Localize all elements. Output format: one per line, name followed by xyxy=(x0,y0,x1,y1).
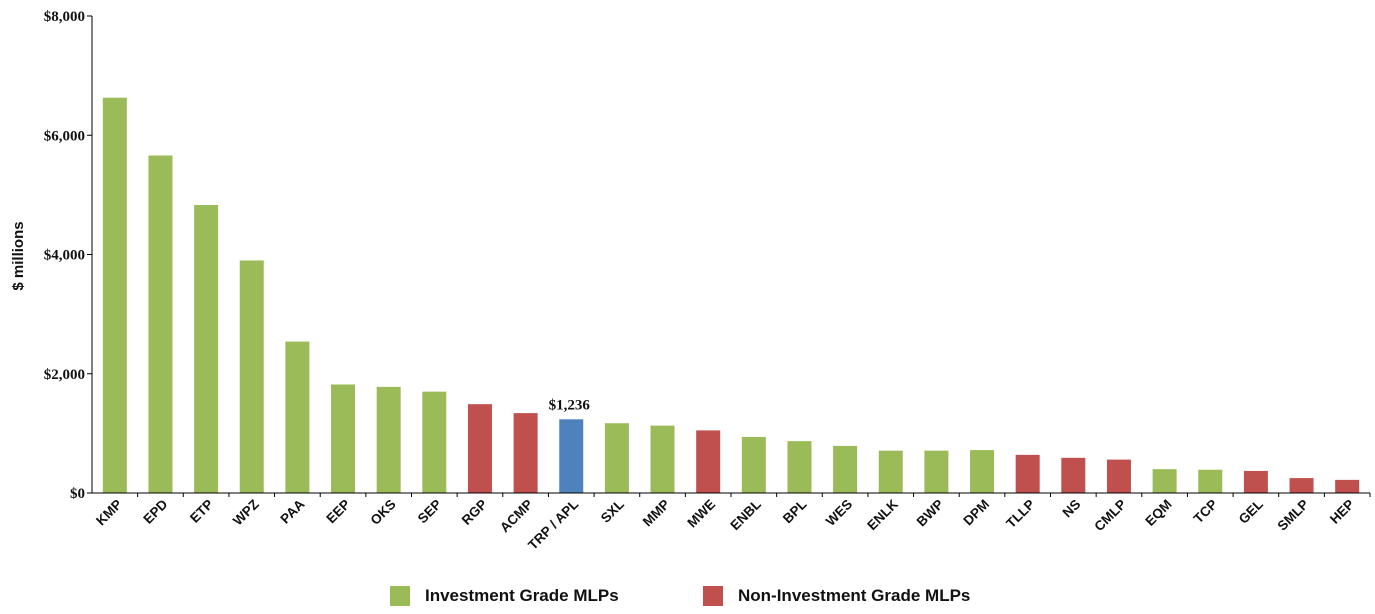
legend-swatch-non-investment-grade xyxy=(703,586,723,606)
x-tick-label: SXL xyxy=(598,497,627,526)
legend-label-investment-grade: Investment Grade MLPs xyxy=(425,586,619,605)
bar-oks xyxy=(376,386,401,493)
x-tick-label: ENBL xyxy=(727,497,764,534)
x-tick-label: MMP xyxy=(640,497,673,530)
bar-rgp xyxy=(467,404,492,493)
bar-hep xyxy=(1335,479,1360,493)
x-tick-label: SMLP xyxy=(1275,497,1312,534)
x-tick-label: PAA xyxy=(277,496,307,526)
bar-kmp xyxy=(102,97,127,493)
y-tick-label: $2,000 xyxy=(44,367,85,383)
bar-eqm xyxy=(1152,469,1177,493)
bar-trp-apl xyxy=(559,419,584,493)
x-tick-label: WES xyxy=(823,497,855,529)
x-tick-label: SEP xyxy=(415,497,445,527)
y-tick-label: $4,000 xyxy=(44,248,85,264)
bar-eep xyxy=(331,384,356,493)
bar-bwp xyxy=(924,450,949,493)
bar-sep xyxy=(422,391,447,493)
bar-cmlp xyxy=(1106,459,1131,493)
x-tick-label: EQM xyxy=(1142,497,1174,529)
bar-etp xyxy=(194,205,219,494)
x-tick-label: HEP xyxy=(1327,497,1357,527)
bar-sxl xyxy=(604,423,629,493)
x-tick-label: ACMP xyxy=(497,497,536,536)
x-tick-label: NS xyxy=(1060,497,1084,521)
legend-item-non-investment-grade: Non-Investment Grade MLPs xyxy=(703,586,970,606)
x-tick-label: ENLK xyxy=(864,496,901,533)
x-tick-label: BWP xyxy=(914,497,947,530)
y-axis: $0 $2,000 $4,000 $6,000 $8,000 xyxy=(44,9,93,502)
x-tick-label: TLLP xyxy=(1003,497,1037,531)
legend: Investment Grade MLPs Non-Investment Gra… xyxy=(0,586,1375,612)
bar-smlp xyxy=(1289,478,1314,493)
bar-wpz xyxy=(239,260,264,493)
bar-tcp xyxy=(1198,469,1223,493)
legend-item-investment-grade: Investment Grade MLPs xyxy=(390,586,619,606)
legend-swatch-investment-grade xyxy=(390,586,410,606)
x-tick-label: EPD xyxy=(140,496,170,526)
y-tick-label: $8,000 xyxy=(44,9,85,25)
x-tick-label: OKS xyxy=(367,497,398,528)
bar-wes xyxy=(833,445,858,493)
bar-gel xyxy=(1243,470,1268,493)
x-tick-label: DPM xyxy=(960,497,992,529)
x-tick-label: BPL xyxy=(780,497,810,527)
x-tick-label: GEL xyxy=(1236,497,1266,527)
bar-epd xyxy=(148,155,173,493)
bar-mmp xyxy=(650,425,675,493)
data-label-annotation: $1,236 xyxy=(549,397,591,413)
bar-enlk xyxy=(878,450,903,493)
bars: $1,236 xyxy=(102,97,1360,494)
x-tick-label: CMLP xyxy=(1091,497,1129,535)
x-tick-label: KMP xyxy=(93,497,125,529)
bar-paa xyxy=(285,341,310,493)
bar-dpm xyxy=(970,450,995,493)
bar-tllp xyxy=(1015,454,1040,493)
x-tick-label: RGP xyxy=(459,497,490,528)
y-tick-label: $6,000 xyxy=(44,128,85,144)
bar-ns xyxy=(1061,457,1086,493)
bar-bpl xyxy=(787,441,812,493)
x-tick-label: TCP xyxy=(1191,497,1221,527)
x-tick-label: WPZ xyxy=(230,497,262,529)
x-tick-label: TRP / APL xyxy=(525,497,581,553)
bar-mwe xyxy=(696,430,721,493)
y-axis-label: $ millions xyxy=(10,221,27,290)
bar-acmp xyxy=(513,413,538,493)
bar-chart: $0 $2,000 $4,000 $6,000 $8,000 $1,236 KMP EPD… xyxy=(10,9,1371,553)
legend-label-non-investment-grade: Non-Investment Grade MLPs xyxy=(738,586,971,605)
x-tick-label: MWE xyxy=(684,497,718,531)
x-tick-label: EEP xyxy=(323,497,353,527)
bar-enbl xyxy=(741,436,766,493)
y-tick-label: $0 xyxy=(70,486,85,502)
x-tick-label: ETP xyxy=(187,497,216,526)
